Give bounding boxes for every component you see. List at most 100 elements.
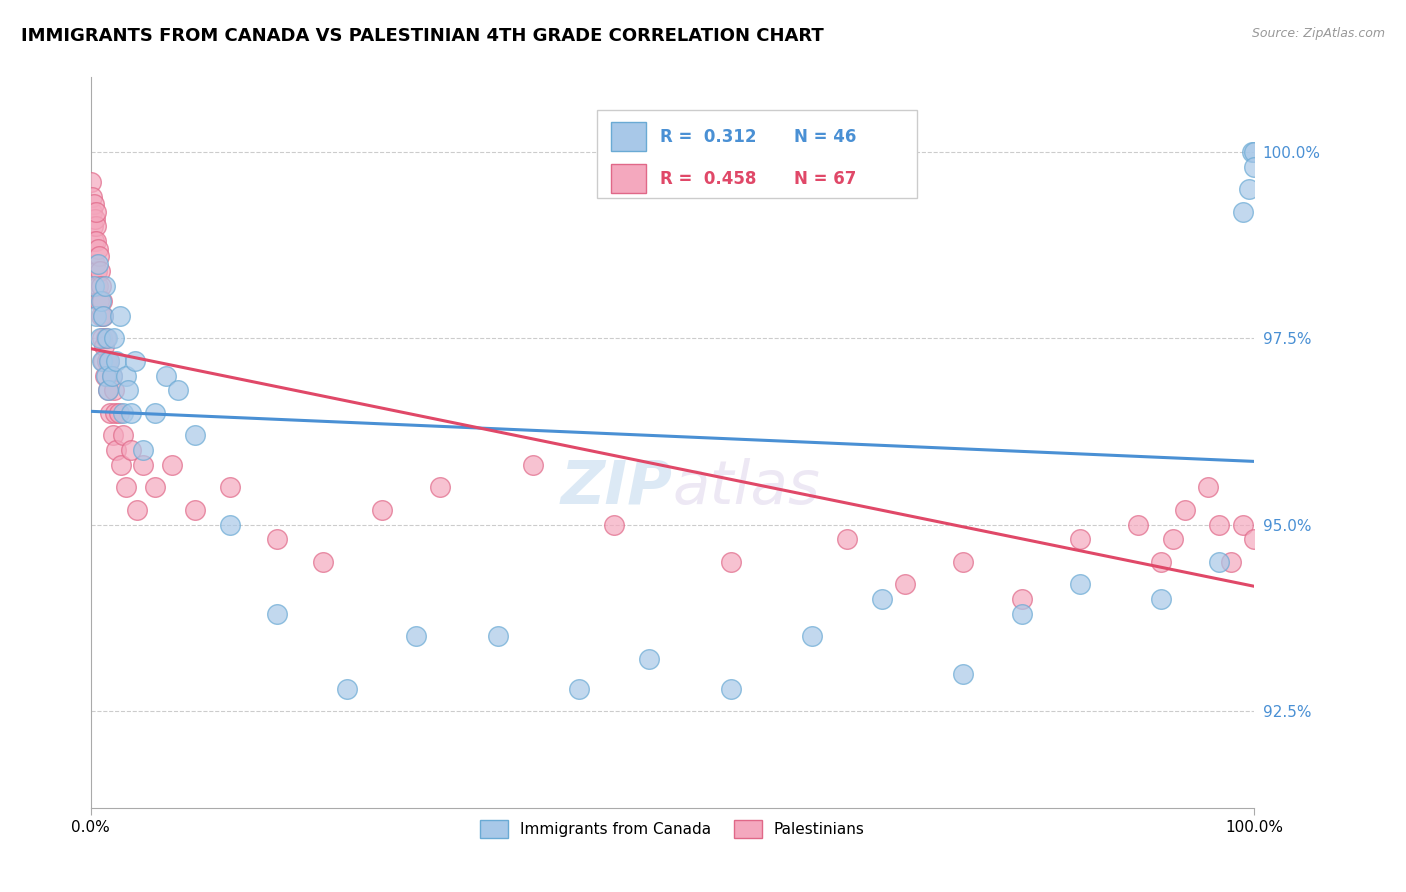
Point <box>219 517 242 532</box>
Point <box>86 235 108 249</box>
Point <box>132 458 155 472</box>
Point <box>1126 517 1149 532</box>
Point <box>1232 204 1254 219</box>
Point <box>184 428 207 442</box>
FancyBboxPatch shape <box>610 164 645 194</box>
Point <box>96 331 118 345</box>
Point <box>91 353 114 368</box>
Text: N = 67: N = 67 <box>793 169 856 187</box>
Point <box>124 353 146 368</box>
Point <box>952 555 974 569</box>
Text: ZIP: ZIP <box>561 458 672 516</box>
Point <box>1243 145 1265 159</box>
Point <box>127 502 149 516</box>
Point <box>84 257 107 271</box>
Point <box>83 235 105 249</box>
Point <box>143 406 166 420</box>
Point <box>89 264 111 278</box>
Point <box>108 309 131 323</box>
Point <box>120 443 142 458</box>
Point <box>91 353 114 368</box>
Point <box>93 309 115 323</box>
Point <box>94 331 117 345</box>
Point <box>103 331 125 345</box>
Text: IMMIGRANTS FROM CANADA VS PALESTINIAN 4TH GRADE CORRELATION CHART: IMMIGRANTS FROM CANADA VS PALESTINIAN 4T… <box>21 27 824 45</box>
Point <box>160 458 183 472</box>
Point <box>110 458 132 472</box>
Point <box>82 219 104 234</box>
Text: atlas: atlas <box>672 458 820 516</box>
Text: Source: ZipAtlas.com: Source: ZipAtlas.com <box>1251 27 1385 40</box>
Point <box>91 293 114 308</box>
Point <box>98 353 121 368</box>
Point <box>93 368 115 383</box>
Point <box>120 406 142 420</box>
Point <box>568 681 591 696</box>
Point <box>720 681 742 696</box>
Point <box>1069 577 1091 591</box>
Point <box>96 353 118 368</box>
Point <box>90 293 112 308</box>
Point <box>638 651 661 665</box>
Legend: Immigrants from Canada, Palestinians: Immigrants from Canada, Palestinians <box>474 814 870 844</box>
Point <box>86 257 108 271</box>
Point <box>184 502 207 516</box>
Point <box>114 368 136 383</box>
Point <box>405 629 427 643</box>
Point <box>97 384 120 398</box>
Point <box>89 331 111 345</box>
Point <box>835 533 858 547</box>
Point <box>1208 517 1230 532</box>
Point <box>155 368 177 383</box>
Point <box>86 309 108 323</box>
Point <box>83 279 105 293</box>
Point <box>98 353 121 368</box>
Point <box>1208 555 1230 569</box>
FancyBboxPatch shape <box>610 122 645 152</box>
Point <box>100 368 122 383</box>
Point <box>103 384 125 398</box>
Point <box>87 279 110 293</box>
Point <box>104 406 127 420</box>
Point <box>801 629 824 643</box>
Point <box>312 555 335 569</box>
Point <box>1243 160 1265 174</box>
Point <box>336 681 359 696</box>
Point <box>112 428 135 442</box>
Point <box>86 264 108 278</box>
Point <box>143 480 166 494</box>
Point <box>86 204 108 219</box>
Point <box>1220 555 1243 569</box>
Point <box>1232 517 1254 532</box>
Point <box>100 406 122 420</box>
Point <box>1240 145 1263 159</box>
Point <box>90 279 112 293</box>
Point <box>114 480 136 494</box>
Point <box>429 480 451 494</box>
Point <box>90 331 112 345</box>
Point <box>266 533 288 547</box>
Point <box>105 443 128 458</box>
Point <box>522 458 544 472</box>
Text: N = 46: N = 46 <box>793 128 856 145</box>
Point <box>1011 607 1033 621</box>
Point <box>105 353 128 368</box>
Point <box>93 339 115 353</box>
Point <box>486 629 509 643</box>
Point <box>952 666 974 681</box>
Point <box>167 384 190 398</box>
Point <box>1150 592 1173 607</box>
Point <box>94 368 117 383</box>
Text: R =  0.312: R = 0.312 <box>659 128 756 145</box>
Point <box>1197 480 1219 494</box>
Point <box>112 406 135 420</box>
Point <box>80 204 103 219</box>
Point <box>82 189 104 203</box>
Point <box>83 212 105 227</box>
Point <box>107 406 129 420</box>
Point <box>1237 182 1260 196</box>
FancyBboxPatch shape <box>596 111 917 198</box>
Point <box>117 384 139 398</box>
Point <box>89 309 111 323</box>
Point <box>1011 592 1033 607</box>
